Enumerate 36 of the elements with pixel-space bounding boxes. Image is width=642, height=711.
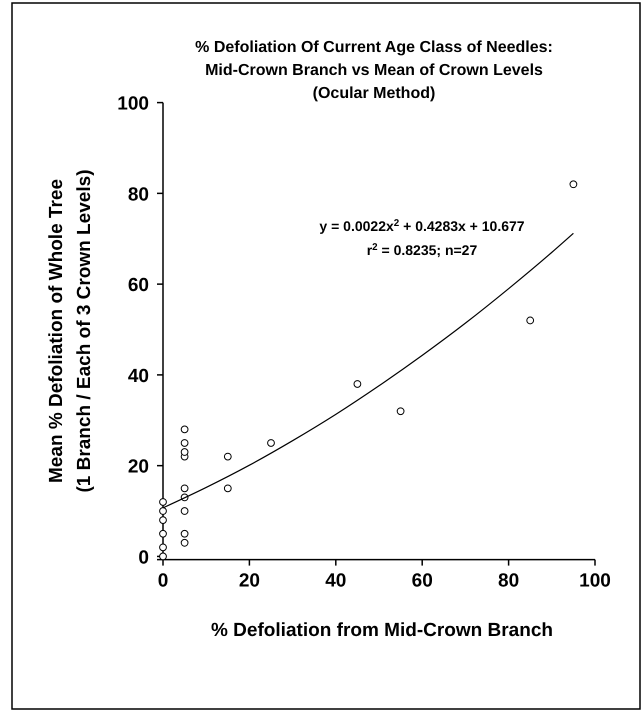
y-axis-title: Mean % Defoliation of Whole Tree (1 Branch / Each of 3 Crown Levels)	[46, 169, 95, 493]
x-tick-label: 40	[325, 570, 346, 592]
annotation: y = 0.0022x$^{2}$ + 0.4283x + 10.677	[319, 218, 525, 234]
point	[267, 439, 275, 447]
point	[180, 484, 188, 492]
x-tick-label: 20	[238, 570, 260, 592]
point	[159, 498, 167, 506]
point	[526, 316, 534, 324]
point	[180, 425, 188, 434]
chart-title: % Defoliation Of Current Age Class of Needles: Mid-Crown Branch vs Mean of Crown Levels (Ocular Method)	[195, 39, 553, 102]
point	[396, 407, 404, 416]
point	[224, 452, 232, 460]
point	[180, 439, 188, 447]
x-axis-title: % Defoliation from Mid-Crown Branch	[211, 620, 553, 641]
y-tick-label: 20	[128, 456, 149, 478]
point	[224, 484, 232, 492]
y-tick-label: 40	[128, 366, 149, 387]
point	[180, 507, 188, 515]
annotation: r$^{2}$ = 0.8235; n=27	[366, 242, 478, 258]
point	[159, 516, 167, 524]
point	[159, 530, 167, 538]
y-tick-label: 100	[117, 94, 149, 115]
x-tick-label: 0	[158, 570, 168, 592]
x-tick-label: 80	[498, 570, 520, 592]
point	[180, 530, 188, 538]
point	[180, 448, 188, 456]
point	[159, 543, 167, 552]
x-tick-label: 100	[579, 570, 611, 592]
point	[180, 538, 188, 547]
y-tick-label: 60	[128, 275, 149, 296]
point	[159, 507, 167, 515]
point	[354, 380, 362, 388]
point	[570, 180, 578, 188]
y-tick-label: 80	[128, 184, 149, 206]
x-tick-label: 60	[412, 570, 433, 592]
y-tick-label: 0	[138, 547, 149, 568]
